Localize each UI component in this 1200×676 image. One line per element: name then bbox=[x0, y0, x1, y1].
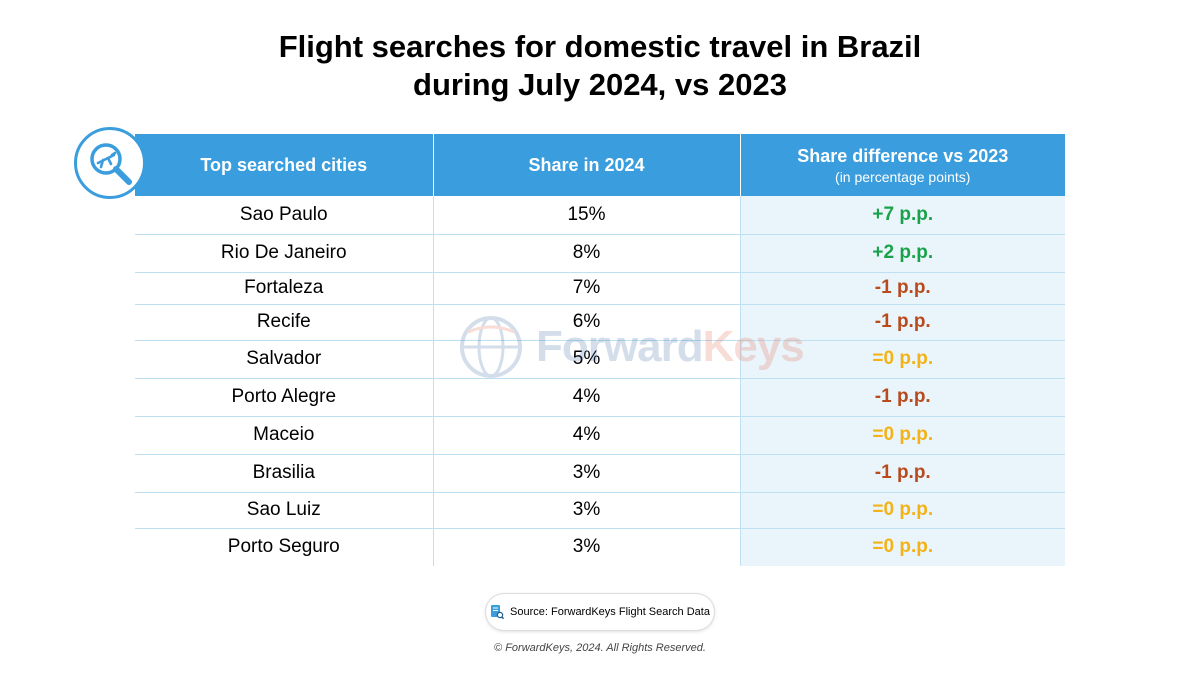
copyright-text: © ForwardKeys, 2024. All Rights Reserved… bbox=[494, 642, 706, 654]
chart-title: Flight searches for domestic travel in B… bbox=[0, 28, 1200, 104]
table-row: Salvador 5% =0 p.p. bbox=[135, 340, 1065, 379]
data-table-container: Top searched cities Share in 2024 Share … bbox=[135, 134, 1065, 566]
diff-cell: -1 p.p. bbox=[740, 454, 1065, 493]
city-cell: Maceio bbox=[135, 416, 434, 455]
table-row: Porto Alegre 4% -1 p.p. bbox=[135, 378, 1065, 417]
city-cell: Rio De Janeiro bbox=[135, 234, 434, 273]
airplane-search-icon bbox=[74, 127, 146, 199]
city-cell: Fortaleza bbox=[135, 272, 434, 305]
source-text: Source: ForwardKeys Flight Search Data bbox=[510, 606, 710, 618]
city-cell: Porto Seguro bbox=[135, 528, 434, 566]
table-row: Sao Luiz 3% =0 p.p. bbox=[135, 492, 1065, 529]
city-cell: Sao Luiz bbox=[135, 492, 434, 529]
table-row: Rio De Janeiro 8% +2 p.p. bbox=[135, 234, 1065, 273]
airplane-search-icon-graphic bbox=[90, 143, 132, 185]
table-header-row: Top searched cities Share in 2024 Share … bbox=[135, 134, 1065, 196]
document-search-icon bbox=[491, 605, 505, 620]
title-line-1: Flight searches for domestic travel in B… bbox=[278, 29, 922, 64]
diff-cell: -1 p.p. bbox=[740, 378, 1065, 417]
diff-cell: =0 p.p. bbox=[740, 340, 1065, 379]
share-cell: 4% bbox=[433, 378, 741, 417]
share-cell: 8% bbox=[433, 234, 741, 273]
table-row: Recife 6% -1 p.p. bbox=[135, 304, 1065, 341]
city-cell: Salvador bbox=[135, 340, 434, 379]
header-diff-label: Share difference vs 2023 bbox=[797, 145, 1009, 166]
diff-cell: =0 p.p. bbox=[740, 528, 1065, 566]
data-table: Top searched cities Share in 2024 Share … bbox=[135, 134, 1065, 566]
city-cell: Recife bbox=[135, 304, 434, 341]
share-cell: 3% bbox=[433, 528, 741, 566]
share-cell: 3% bbox=[433, 492, 741, 529]
share-cell: 5% bbox=[433, 340, 741, 379]
header-cities: Top searched cities bbox=[135, 134, 434, 196]
header-diff: Share difference vs 2023 (in percentage … bbox=[740, 134, 1065, 196]
diff-cell: +7 p.p. bbox=[740, 196, 1065, 235]
table-row: Sao Paulo 15% +7 p.p. bbox=[135, 196, 1065, 235]
city-cell: Brasilia bbox=[135, 454, 434, 493]
diff-cell: -1 p.p. bbox=[740, 272, 1065, 305]
city-cell: Sao Paulo bbox=[135, 196, 434, 235]
diff-cell: +2 p.p. bbox=[740, 234, 1065, 273]
table-row: Porto Seguro 3% =0 p.p. bbox=[135, 528, 1065, 566]
share-cell: 7% bbox=[433, 272, 741, 305]
title-line-2: during July 2024, vs 2023 bbox=[413, 67, 787, 102]
diff-cell: =0 p.p. bbox=[740, 492, 1065, 529]
share-cell: 15% bbox=[433, 196, 741, 235]
share-cell: 6% bbox=[433, 304, 741, 341]
header-share: Share in 2024 bbox=[433, 134, 741, 196]
share-cell: 4% bbox=[433, 416, 741, 455]
source-badge: Source: ForwardKeys Flight Search Data bbox=[486, 594, 714, 630]
share-cell: 3% bbox=[433, 454, 741, 493]
table-body: Sao Paulo 15% +7 p.p. Rio De Janeiro 8% +2 p.… bbox=[135, 196, 1065, 566]
header-cities-label: Top searched cities bbox=[200, 154, 368, 175]
header-diff-sublabel: (in percentage points) bbox=[835, 168, 971, 185]
header-share-label: Share in 2024 bbox=[528, 154, 645, 175]
table-row: Fortaleza 7% -1 p.p. bbox=[135, 272, 1065, 305]
diff-cell: =0 p.p. bbox=[740, 416, 1065, 455]
diff-cell: -1 p.p. bbox=[740, 304, 1065, 341]
city-cell: Porto Alegre bbox=[135, 378, 434, 417]
table-row: Maceio 4% =0 p.p. bbox=[135, 416, 1065, 455]
table-row: Brasilia 3% -1 p.p. bbox=[135, 454, 1065, 493]
